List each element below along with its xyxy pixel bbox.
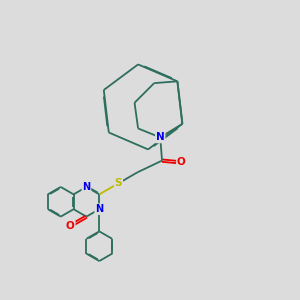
Text: N: N [156, 132, 165, 142]
Text: O: O [177, 158, 186, 167]
Text: S: S [115, 178, 122, 188]
Text: O: O [66, 221, 75, 231]
Text: N: N [95, 204, 103, 214]
Text: N: N [82, 182, 91, 192]
